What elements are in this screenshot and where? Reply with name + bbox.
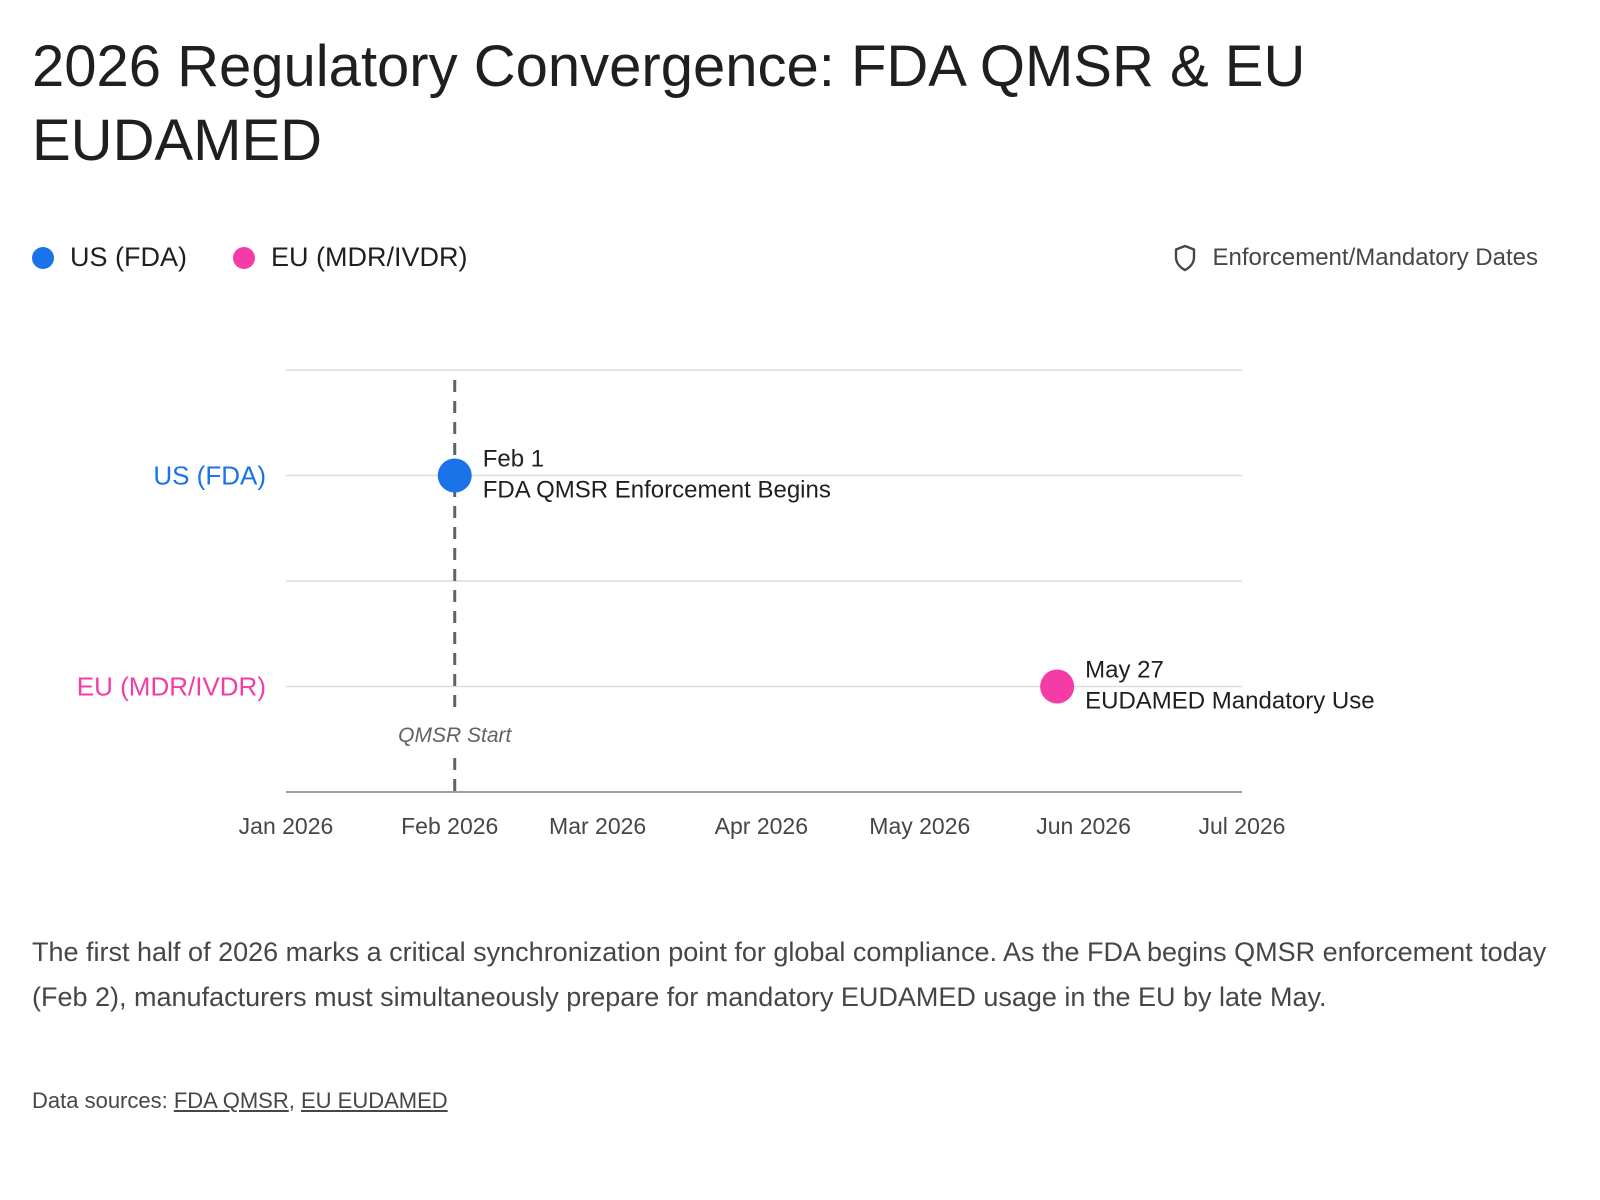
legend-item-eu[interactable]: EU (MDR/IVDR)	[233, 242, 468, 273]
y-category-label: US (FDA)	[153, 461, 266, 491]
chart-title: 2026 Regulatory Convergence: FDA QMSR & …	[32, 34, 1306, 173]
source-link-fda-qmsr[interactable]: FDA QMSR	[173, 1088, 289, 1113]
reference-line-label: QMSR Start	[398, 724, 512, 747]
legend-label-us: US (FDA)	[70, 242, 187, 272]
sources-separator: ,	[288, 1088, 301, 1113]
legend-dot-us	[32, 246, 54, 269]
enforcement-legend: Enforcement/Mandatory Dates	[1173, 244, 1539, 272]
x-tick-label: Jun 2026	[1036, 813, 1131, 839]
y-category-label: EU (MDR/IVDR)	[77, 672, 266, 702]
data-point	[437, 458, 472, 493]
reference-label-background	[392, 712, 517, 752]
x-tick-label: Feb 2026	[401, 813, 498, 839]
shield-icon	[1174, 244, 1195, 272]
timeline-chart: US (FDA) EU (MDR/IVDR) Jan 2026 Feb 2026 Mar…	[77, 369, 1375, 839]
enforcement-legend-label: Enforcement/Mandatory Dates	[1212, 244, 1539, 271]
point-event-label: EUDAMED Mandatory Use	[1085, 688, 1374, 715]
x-tick-label: Mar 2026	[549, 813, 646, 839]
legend-label-eu: EU (MDR/IVDR)	[271, 242, 468, 272]
data-point	[1040, 669, 1075, 704]
x-tick-label: Apr 2026	[715, 813, 808, 839]
legend: US (FDA) EU (MDR/IVDR)	[32, 242, 514, 273]
data-sources: Data sources: FDA QMSR, EU EUDAMED	[32, 1088, 448, 1114]
source-link-eu-eudamed[interactable]: EU EUDAMED	[300, 1088, 448, 1113]
point-date-label: May 27	[1085, 657, 1164, 684]
x-tick-label: May 2026	[869, 813, 970, 839]
x-tick-label: Jan 2026	[239, 813, 334, 839]
legend-item-us[interactable]: US (FDA)	[32, 242, 187, 273]
summary-text: The first half of 2026 marks a critical …	[32, 937, 1547, 1012]
sources-prefix: Data sources:	[32, 1088, 174, 1113]
x-tick-label: Jul 2026	[1199, 813, 1286, 839]
legend-dot-eu	[233, 246, 255, 269]
point-date-label: Feb 1	[483, 446, 544, 473]
point-event-label: FDA QMSR Enforcement Begins	[483, 477, 831, 504]
